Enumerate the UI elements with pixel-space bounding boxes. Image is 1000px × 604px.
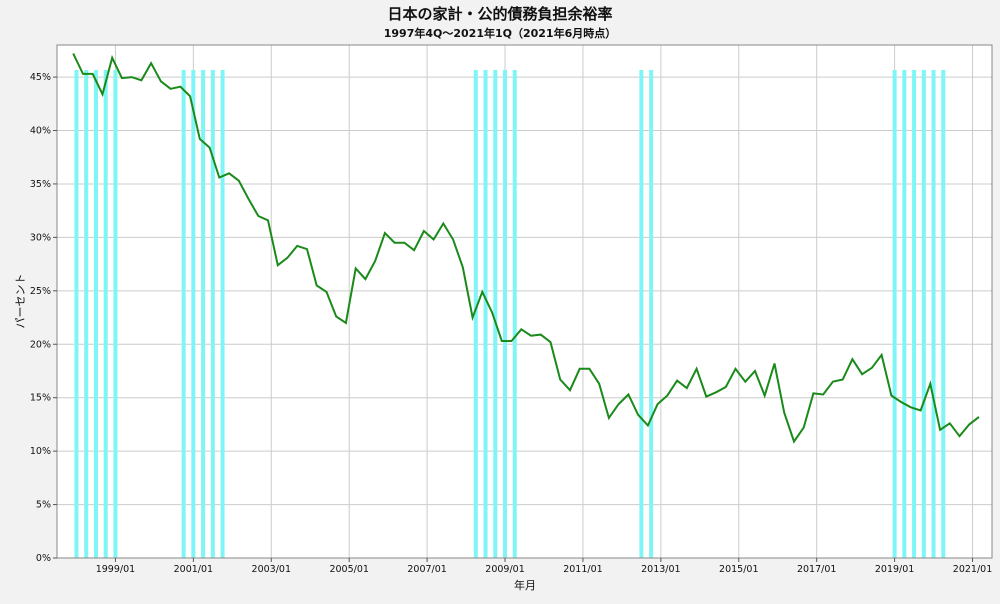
shaded-bar [649, 70, 654, 558]
x-tick-label: 2015/01 [719, 564, 758, 575]
chart-title: 日本の家計・公的債務負担余裕率 [387, 5, 612, 23]
y-tick-label: 10% [30, 446, 51, 457]
shaded-bars [74, 70, 946, 558]
plot-area [57, 45, 992, 558]
shaded-bar [902, 70, 907, 558]
x-tick-label: 2011/01 [563, 564, 602, 575]
shaded-bar [181, 70, 186, 558]
x-tick-label: 2021/01 [953, 564, 992, 575]
x-tick-label: 2017/01 [797, 564, 836, 575]
shaded-bar [931, 70, 936, 558]
x-tick-label: 2003/01 [252, 564, 291, 575]
y-tick-label: 30% [30, 232, 51, 243]
y-axis-label: パーセント [14, 274, 27, 329]
y-tick-label: 5% [36, 500, 51, 511]
y-tick-label: 20% [30, 339, 51, 350]
shaded-bar [210, 70, 215, 558]
x-tick-label: 2013/01 [641, 564, 680, 575]
shaded-bar [74, 70, 79, 558]
shaded-bar [892, 70, 897, 558]
shaded-bar [483, 70, 488, 558]
x-axis-ticks: 1999/01 2001/01 2003/01 2005/01 2007/01 2009/… [96, 558, 992, 575]
shaded-bar [512, 70, 517, 558]
x-tick-label: 2001/01 [174, 564, 213, 575]
y-tick-label: 25% [30, 286, 51, 297]
x-axis-label: 年月 [514, 578, 536, 592]
shaded-bar [201, 70, 206, 558]
series-line [72, 53, 980, 444]
shaded-bar [921, 70, 926, 558]
x-tick-label: 2009/01 [485, 564, 524, 575]
x-tick-label: 2005/01 [329, 564, 368, 575]
shaded-bar [493, 70, 498, 558]
shaded-bar [473, 70, 478, 558]
shaded-bar [941, 70, 946, 558]
shaded-bar [912, 70, 917, 558]
y-tick-label: 35% [30, 179, 51, 190]
shaded-bar [639, 70, 644, 558]
y-tick-label: 15% [30, 393, 51, 404]
y-axis-ticks: 0% 5% 10% 15% 20% 25% 30% 35% 40% 45% [30, 72, 57, 564]
plot-border [56, 44, 993, 559]
shaded-bar [220, 70, 225, 558]
x-tick-label: 1999/01 [96, 564, 135, 575]
y-tick-label: 0% [36, 553, 51, 564]
shaded-bar [113, 70, 118, 558]
x-tick-label: 2019/01 [875, 564, 914, 575]
x-tick-label: 2007/01 [407, 564, 446, 575]
y-tick-label: 40% [30, 126, 51, 137]
shaded-bar [84, 70, 89, 558]
chart-subtitle: 1997年4Q～2021年1Q（2021年6月時点） [384, 26, 617, 40]
shaded-bar [503, 70, 508, 558]
shaded-bar [191, 70, 196, 558]
y-tick-label: 45% [30, 72, 51, 83]
shaded-bar [103, 70, 108, 558]
shaded-bar [93, 70, 98, 558]
